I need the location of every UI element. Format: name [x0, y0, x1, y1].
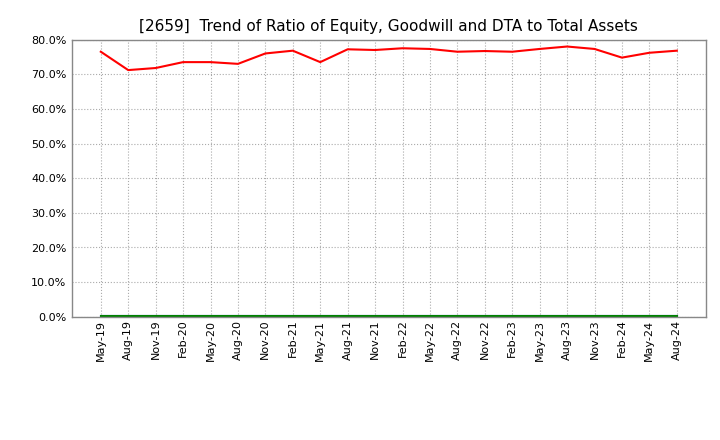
Deferred Tax Assets	[151, 313, 160, 319]
Equity	[645, 50, 654, 55]
Deferred Tax Assets	[261, 313, 270, 319]
Goodwill	[645, 313, 654, 319]
Deferred Tax Assets	[233, 313, 242, 319]
Goodwill	[233, 313, 242, 319]
Deferred Tax Assets	[124, 313, 132, 319]
Equity	[536, 46, 544, 51]
Goodwill	[124, 313, 132, 319]
Deferred Tax Assets	[590, 313, 599, 319]
Equity	[371, 48, 379, 53]
Goodwill	[343, 313, 352, 319]
Equity	[453, 49, 462, 55]
Deferred Tax Assets	[618, 313, 626, 319]
Goodwill	[151, 313, 160, 319]
Deferred Tax Assets	[206, 313, 215, 319]
Deferred Tax Assets	[453, 313, 462, 319]
Equity	[426, 46, 434, 51]
Equity	[124, 67, 132, 73]
Equity	[618, 55, 626, 60]
Equity	[289, 48, 297, 53]
Goodwill	[426, 313, 434, 319]
Goodwill	[618, 313, 626, 319]
Equity	[179, 59, 187, 65]
Title: [2659]  Trend of Ratio of Equity, Goodwill and DTA to Total Assets: [2659] Trend of Ratio of Equity, Goodwil…	[140, 19, 638, 34]
Goodwill	[398, 313, 407, 319]
Goodwill	[261, 313, 270, 319]
Goodwill	[96, 313, 105, 319]
Equity	[672, 48, 681, 53]
Equity	[480, 48, 489, 54]
Equity	[151, 66, 160, 71]
Deferred Tax Assets	[343, 313, 352, 319]
Line: Equity: Equity	[101, 47, 677, 70]
Goodwill	[508, 313, 516, 319]
Equity	[206, 59, 215, 65]
Goodwill	[536, 313, 544, 319]
Deferred Tax Assets	[563, 313, 572, 319]
Goodwill	[480, 313, 489, 319]
Deferred Tax Assets	[179, 313, 187, 319]
Equity	[343, 47, 352, 52]
Deferred Tax Assets	[289, 313, 297, 319]
Deferred Tax Assets	[645, 313, 654, 319]
Deferred Tax Assets	[398, 313, 407, 319]
Deferred Tax Assets	[672, 313, 681, 319]
Deferred Tax Assets	[536, 313, 544, 319]
Goodwill	[371, 313, 379, 319]
Goodwill	[316, 313, 325, 319]
Equity	[508, 49, 516, 55]
Goodwill	[563, 313, 572, 319]
Equity	[590, 46, 599, 51]
Equity	[261, 51, 270, 56]
Goodwill	[590, 313, 599, 319]
Equity	[398, 46, 407, 51]
Goodwill	[453, 313, 462, 319]
Deferred Tax Assets	[371, 313, 379, 319]
Deferred Tax Assets	[426, 313, 434, 319]
Deferred Tax Assets	[96, 313, 105, 319]
Goodwill	[206, 313, 215, 319]
Goodwill	[179, 313, 187, 319]
Deferred Tax Assets	[316, 313, 325, 319]
Equity	[563, 44, 572, 49]
Equity	[233, 61, 242, 66]
Deferred Tax Assets	[508, 313, 516, 319]
Equity	[96, 49, 105, 55]
Equity	[316, 59, 325, 65]
Goodwill	[289, 313, 297, 319]
Goodwill	[672, 313, 681, 319]
Deferred Tax Assets	[480, 313, 489, 319]
